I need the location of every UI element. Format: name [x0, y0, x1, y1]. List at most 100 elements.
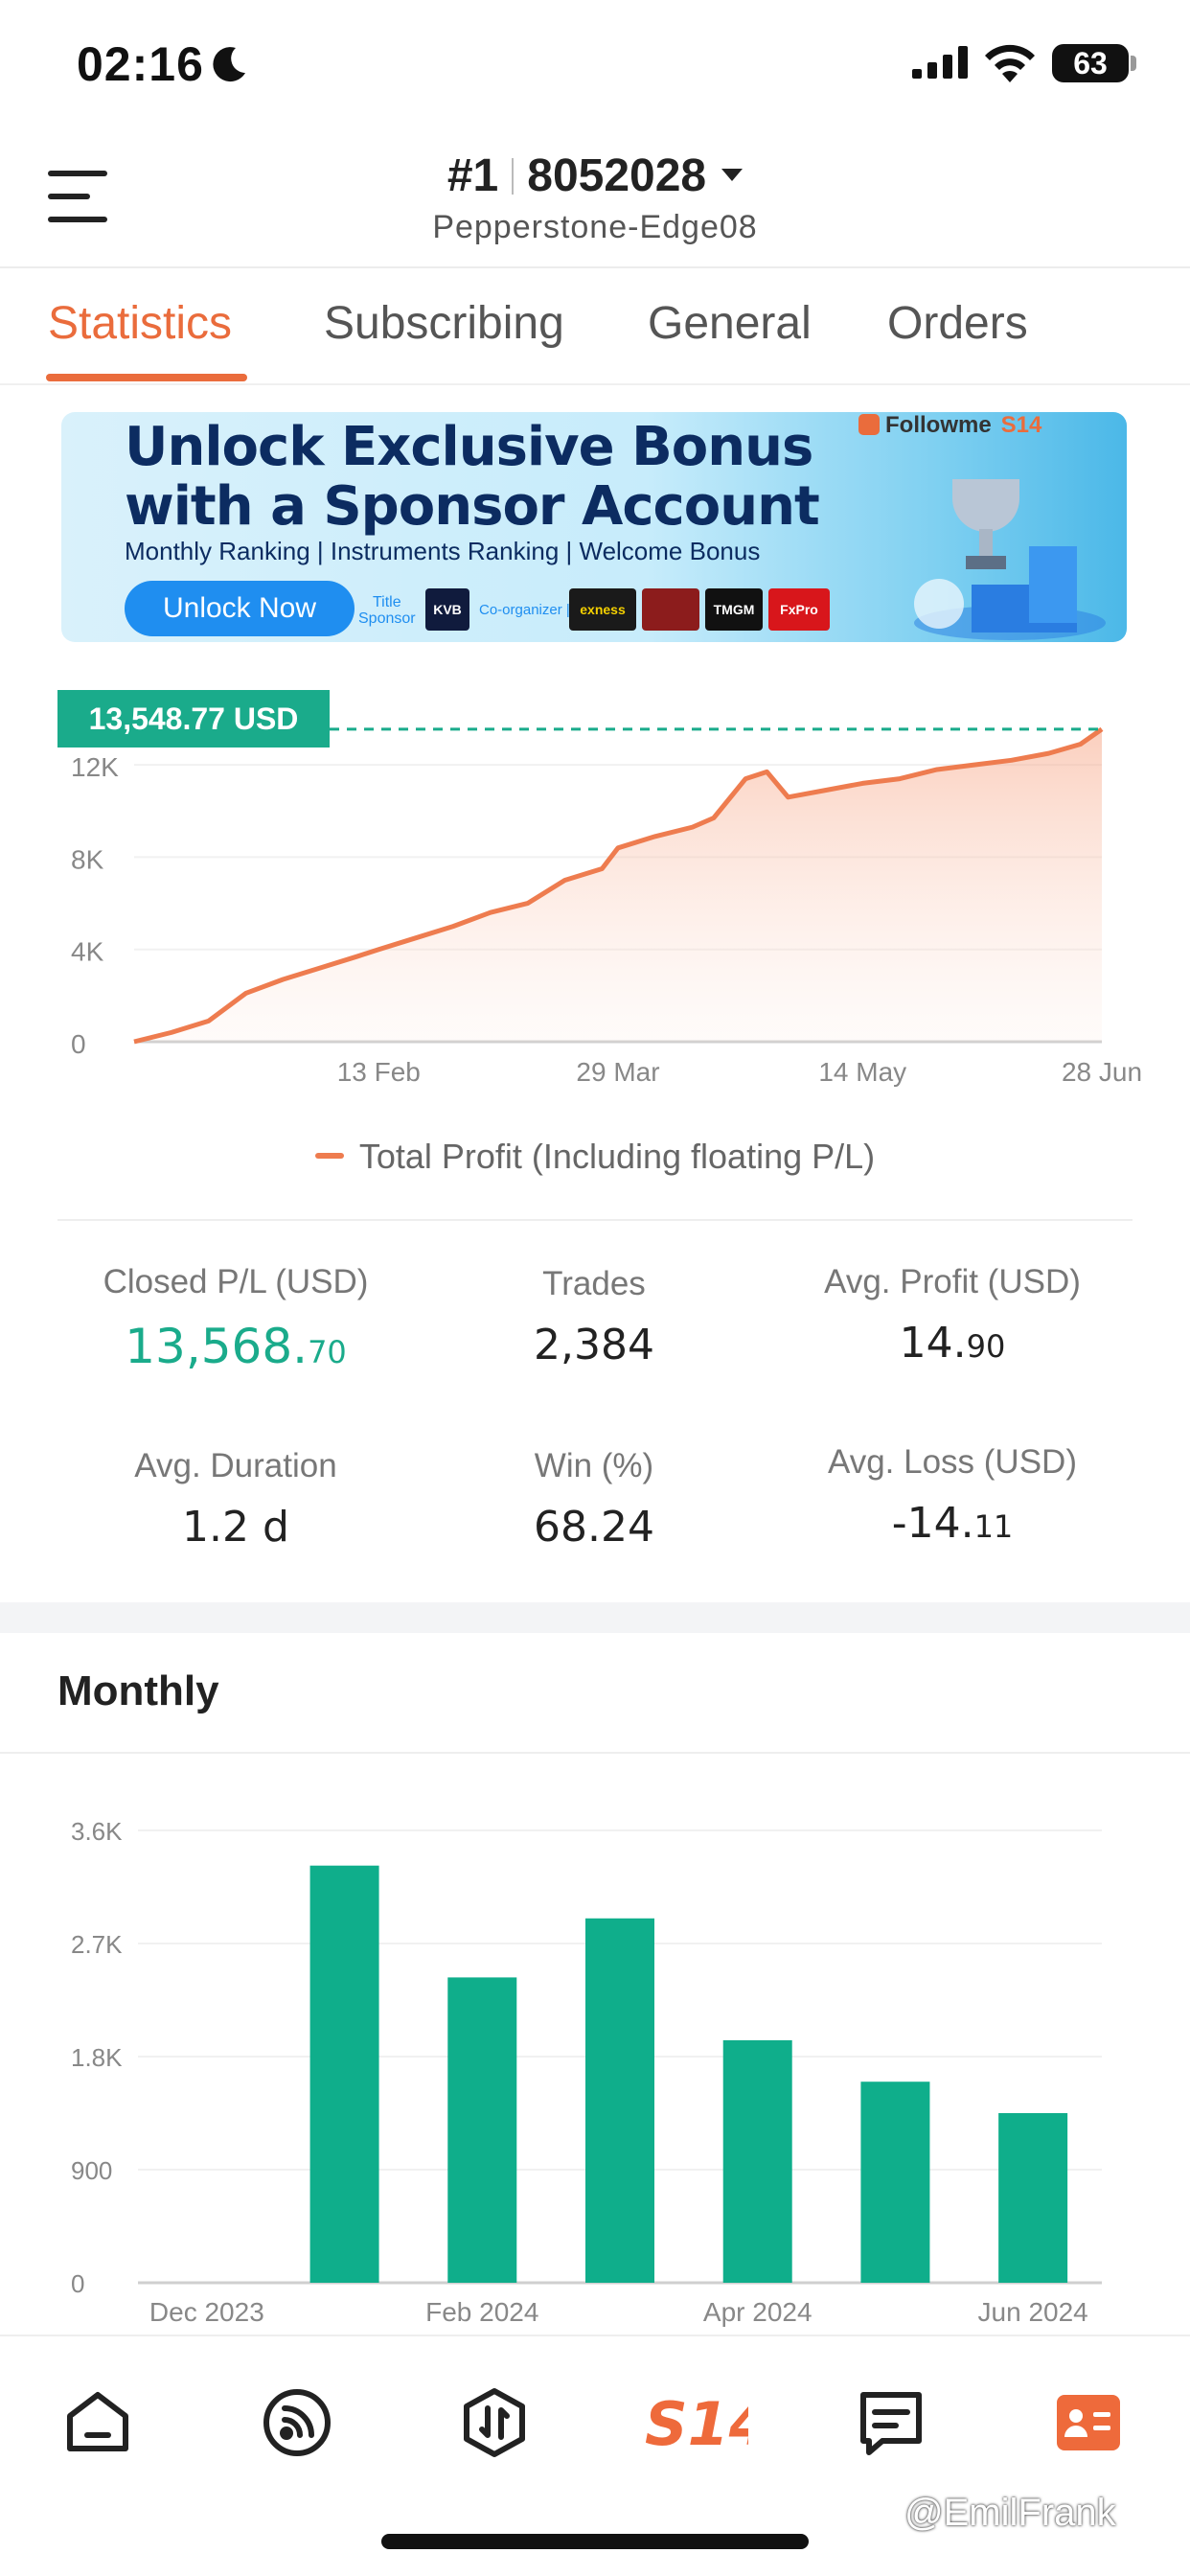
- closed-pl-value: 13,568.70: [125, 1319, 347, 1374]
- avg-duration-label: Avg. Duration: [134, 1447, 337, 1484]
- x-tick-label: Jun 2024: [978, 2297, 1088, 2327]
- account-header: #1 8052028 Pepperstone-Edge08: [0, 134, 1190, 268]
- stat-avg-profit: Avg. Profit (USD) 14.90: [770, 1263, 1134, 1368]
- trophy-illustration: [914, 479, 1106, 640]
- profile-card-icon: [1057, 2395, 1120, 2450]
- avg-loss-value: -14.11: [891, 1499, 1014, 1548]
- divider: [0, 1752, 1190, 1754]
- kvb-logo: KVB: [425, 588, 469, 631]
- tab-general[interactable]: General: [648, 298, 812, 349]
- account-server: Pepperstone-Edge08: [432, 209, 758, 245]
- nav-profile[interactable]: [1041, 2375, 1136, 2471]
- y-tick-label: 900: [71, 2156, 112, 2185]
- y-tick-label: 2.7K: [71, 1930, 123, 1959]
- series-line: [133, 726, 1104, 1045]
- y-tick-label: 4K: [71, 937, 104, 967]
- bar-mar-2024: [585, 1918, 654, 2283]
- avg-profit-value: 14.90: [899, 1319, 1006, 1368]
- cellular-signal-icon: [912, 46, 968, 79]
- moon-icon: [213, 47, 245, 82]
- y-tick-label: 0: [71, 2269, 84, 2298]
- x-tick-label: Apr 2024: [703, 2297, 812, 2327]
- win-label: Win (%): [534, 1447, 654, 1484]
- feed-icon: [263, 2389, 331, 2456]
- battery-tip: [1131, 56, 1136, 71]
- x-tick-label: Feb 2024: [425, 2297, 538, 2327]
- divider: [57, 1219, 1133, 1221]
- nav-s14[interactable]: S14: [638, 2375, 753, 2471]
- closed-pl-label: Closed P/L (USD): [103, 1263, 369, 1300]
- watermark: @EmilFrank: [904, 2492, 1116, 2534]
- area-fill: [134, 728, 1102, 1042]
- y-tick-label: 8K: [71, 844, 104, 874]
- s14-logo: S14: [645, 2389, 748, 2456]
- y-tick-label: 1.8K: [71, 2043, 123, 2072]
- banner-headline: Unlock Exclusive Bonus with a Sponsor Ac…: [125, 416, 820, 538]
- unlock-now-button[interactable]: Unlock Now: [125, 581, 355, 636]
- nav-feed[interactable]: [249, 2375, 345, 2471]
- avg-duration-value: 1.2 d: [182, 1503, 289, 1552]
- followme-logo: Followme S14: [858, 412, 1041, 439]
- bar-feb-2024: [447, 1977, 517, 2283]
- svg-text:S14: S14: [645, 2389, 748, 2456]
- monthly-title: Monthly: [57, 1668, 219, 1714]
- stat-avg-loss: Avg. Loss (USD) -14.11: [770, 1443, 1134, 1548]
- stat-win: Win (%) 68.24: [412, 1447, 776, 1552]
- tab-statistics[interactable]: Statistics: [48, 298, 233, 349]
- bar-jan-2024: [309, 1865, 379, 2283]
- nav-messages[interactable]: [843, 2375, 939, 2471]
- legend-label: Total Profit (Including floating P/L): [358, 1137, 876, 1176]
- banner-subline: Monthly Ranking | Instruments Ranking | …: [125, 537, 761, 565]
- clock: 02:16: [77, 37, 204, 91]
- tab-orders[interactable]: Orders: [887, 298, 1028, 349]
- tab-subscribing[interactable]: Subscribing: [324, 298, 564, 349]
- messages-icon: [860, 2392, 922, 2455]
- account-id: 8052028: [527, 150, 707, 201]
- co-organizer-label: Co-organizer |: [479, 602, 570, 618]
- bar-jun-2024: [998, 2113, 1068, 2283]
- battery-icon: 63: [1052, 44, 1129, 82]
- home-icon: [67, 2392, 128, 2451]
- sponsor-banner[interactable]: Unlock Exclusive Bonus with a Sponsor Ac…: [61, 412, 1127, 642]
- status-bar: 02:16 63: [0, 0, 1190, 134]
- tmgm-logo: TMGM: [705, 588, 763, 631]
- x-tick-label: Dec 2023: [149, 2297, 264, 2327]
- stat-closed-pl: Closed P/L (USD) 13,568.70: [54, 1263, 418, 1374]
- exness-logo: exness: [569, 588, 636, 631]
- menu-icon[interactable]: [48, 171, 107, 224]
- account-selector[interactable]: #1 8052028: [0, 150, 1190, 202]
- stat-avg-duration: Avg. Duration 1.2 d: [54, 1447, 418, 1552]
- x-tick-label: 13 Feb: [337, 1057, 421, 1087]
- fxpro-logo: FxPro: [768, 588, 830, 631]
- caret-down-icon: [721, 169, 744, 181]
- chart-legend: Total Profit (Including floating P/L): [0, 1137, 1190, 1177]
- nav-home[interactable]: [50, 2375, 146, 2471]
- y-tick-label: 0: [71, 1029, 86, 1059]
- home-indicator: [381, 2534, 809, 2549]
- title-sponsor-label: Title Sponsor: [358, 594, 416, 627]
- x-tick-label: 14 May: [818, 1057, 906, 1087]
- nav-trade[interactable]: [446, 2375, 542, 2471]
- y-tick-label: 3.6K: [71, 1817, 123, 1846]
- bar-may-2024: [860, 2082, 930, 2283]
- total-profit-chart: 0 4K 8K 12K 13 Feb 29 Mar 14 May 28 Jun: [71, 726, 1142, 1087]
- section-separator: [0, 1602, 1190, 1633]
- legend-swatch: [314, 1153, 344, 1159]
- trades-value: 2,384: [534, 1321, 654, 1369]
- wifi-icon: [985, 44, 1035, 82]
- active-tab-indicator: [46, 374, 247, 381]
- trade-icon: [464, 2388, 525, 2457]
- win-value: 68.24: [534, 1503, 654, 1552]
- account-rank: #1: [446, 150, 499, 201]
- current-profit-tag: 13,548.77 USD: [57, 690, 330, 748]
- stat-trades: Trades 2,384: [412, 1265, 776, 1369]
- avg-loss-label: Avg. Loss (USD): [828, 1443, 1077, 1481]
- bar-apr-2024: [722, 2039, 792, 2283]
- x-tick-label: 28 Jun: [1062, 1057, 1142, 1087]
- y-tick-label: 12K: [71, 752, 119, 782]
- monthly-bar-chart: 0 900 1.8K 2.7K 3.6K Dec 2023 Feb 2024 Apr 2024…: [71, 1817, 1102, 2327]
- sponsor-logo: [642, 588, 699, 631]
- avg-profit-label: Avg. Profit (USD): [824, 1263, 1081, 1300]
- x-tick-label: 29 Mar: [576, 1057, 659, 1087]
- trades-label: Trades: [542, 1265, 646, 1302]
